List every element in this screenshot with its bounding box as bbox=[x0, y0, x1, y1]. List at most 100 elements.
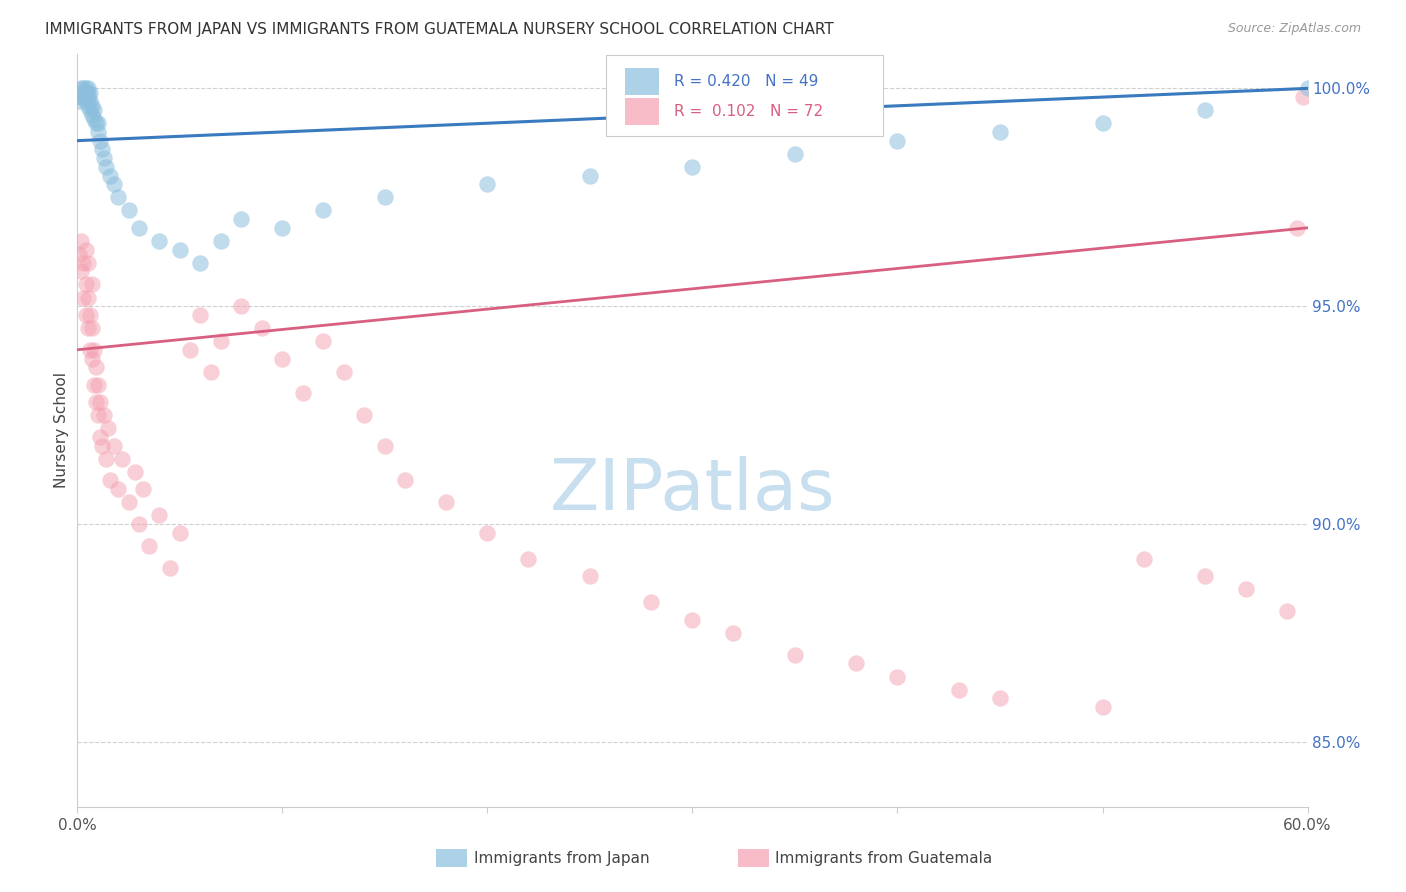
Point bbox=[94, 160, 117, 174]
Point bbox=[579, 169, 602, 183]
Point bbox=[79, 343, 101, 357]
Point bbox=[138, 539, 160, 553]
Point bbox=[93, 408, 115, 422]
Point bbox=[477, 525, 499, 540]
Point bbox=[209, 334, 232, 348]
Point bbox=[1091, 116, 1114, 130]
Text: Immigrants from Japan: Immigrants from Japan bbox=[474, 851, 650, 865]
Point bbox=[1132, 552, 1154, 566]
Y-axis label: Nursery School: Nursery School bbox=[53, 372, 69, 489]
Point bbox=[169, 243, 191, 257]
Point bbox=[1296, 81, 1319, 95]
Point bbox=[79, 95, 101, 109]
Point bbox=[80, 107, 103, 121]
Point bbox=[70, 81, 93, 95]
Point bbox=[1091, 700, 1114, 714]
Point bbox=[783, 648, 806, 662]
Point bbox=[84, 360, 107, 375]
Point bbox=[72, 81, 94, 95]
Point bbox=[93, 151, 115, 165]
Point bbox=[76, 255, 98, 269]
Point bbox=[70, 90, 93, 104]
Point bbox=[209, 234, 232, 248]
Point bbox=[98, 169, 121, 183]
Point bbox=[83, 377, 105, 392]
Point bbox=[103, 178, 125, 192]
Point bbox=[169, 525, 191, 540]
Point bbox=[103, 439, 125, 453]
Point bbox=[579, 569, 602, 583]
Point bbox=[374, 439, 396, 453]
Point bbox=[76, 90, 98, 104]
Point bbox=[87, 116, 110, 130]
Point bbox=[1194, 103, 1216, 117]
Point bbox=[70, 264, 93, 278]
Text: R =  0.102   N = 72: R = 0.102 N = 72 bbox=[673, 104, 823, 119]
Point bbox=[90, 439, 114, 453]
Point bbox=[640, 595, 662, 609]
Point bbox=[79, 103, 101, 117]
Point bbox=[128, 220, 150, 235]
Point bbox=[124, 465, 146, 479]
Point bbox=[374, 190, 396, 204]
Point bbox=[67, 95, 90, 109]
Point bbox=[188, 308, 212, 322]
Point bbox=[72, 86, 94, 100]
Point bbox=[87, 377, 110, 392]
Point bbox=[436, 495, 458, 509]
Point bbox=[132, 482, 155, 496]
Point bbox=[72, 90, 94, 104]
Point bbox=[148, 234, 170, 248]
Point bbox=[845, 657, 868, 671]
Point bbox=[76, 81, 98, 95]
Point bbox=[117, 203, 139, 218]
Point bbox=[312, 203, 335, 218]
Point bbox=[70, 234, 93, 248]
Point bbox=[98, 474, 121, 488]
Point bbox=[988, 125, 1011, 139]
Point bbox=[111, 451, 134, 466]
Point bbox=[231, 212, 253, 227]
Point bbox=[886, 134, 908, 148]
Point bbox=[117, 495, 139, 509]
Point bbox=[67, 247, 90, 261]
Point bbox=[84, 116, 107, 130]
Point bbox=[83, 343, 105, 357]
Point bbox=[79, 86, 101, 100]
FancyBboxPatch shape bbox=[624, 98, 659, 125]
FancyBboxPatch shape bbox=[624, 68, 659, 95]
Point bbox=[75, 81, 97, 95]
Point bbox=[76, 99, 98, 113]
Text: IMMIGRANTS FROM JAPAN VS IMMIGRANTS FROM GUATEMALA NURSERY SCHOOL CORRELATION CH: IMMIGRANTS FROM JAPAN VS IMMIGRANTS FROM… bbox=[45, 22, 834, 37]
Point bbox=[312, 334, 335, 348]
Point bbox=[682, 613, 704, 627]
Point bbox=[89, 134, 111, 148]
Point bbox=[333, 365, 356, 379]
Point bbox=[107, 482, 129, 496]
FancyBboxPatch shape bbox=[606, 55, 883, 136]
Point bbox=[72, 291, 94, 305]
Point bbox=[75, 277, 97, 292]
Point bbox=[271, 351, 294, 366]
Text: Immigrants from Guatemala: Immigrants from Guatemala bbox=[775, 851, 993, 865]
Point bbox=[83, 112, 105, 126]
Point bbox=[1275, 604, 1298, 618]
Point bbox=[87, 408, 110, 422]
Point bbox=[948, 682, 970, 697]
Point bbox=[75, 86, 97, 100]
Point bbox=[148, 508, 170, 523]
Point bbox=[97, 421, 120, 435]
Point bbox=[188, 255, 212, 269]
Point bbox=[477, 178, 499, 192]
Point bbox=[107, 190, 129, 204]
Point bbox=[783, 146, 806, 161]
Point bbox=[76, 321, 98, 335]
Point bbox=[682, 160, 704, 174]
Point bbox=[83, 103, 105, 117]
Point bbox=[89, 430, 111, 444]
Point bbox=[291, 386, 314, 401]
Point bbox=[75, 95, 97, 109]
Point bbox=[250, 321, 273, 335]
Point bbox=[271, 220, 294, 235]
Point bbox=[723, 626, 745, 640]
